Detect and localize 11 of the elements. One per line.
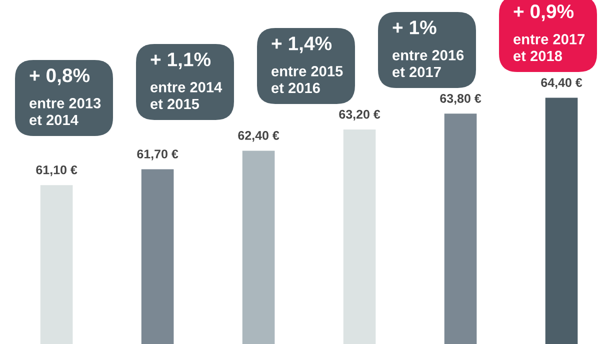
- data-label: 63,80 €: [440, 94, 482, 105]
- text: + 1% entre 2016 et 2017: [392, 20, 464, 78]
- data-label: 64,40 €: [541, 78, 582, 89]
- annotation: + 1,1% entre 2014 et 2015: [150, 52, 222, 110]
- data-label: 61,70 €: [137, 150, 178, 160]
- text: + 1,4% entre 2015 et 2016: [272, 36, 343, 94]
- annotation: + 0,8% entre 2013 et 2014: [30, 68, 101, 126]
- data-label: 63,20 €: [339, 110, 380, 121]
- data-label: 62,40 €: [238, 131, 280, 142]
- text: + 0,9% entre 2017 et 2018: [514, 4, 585, 62]
- data-label: 61,10 €: [36, 165, 78, 176]
